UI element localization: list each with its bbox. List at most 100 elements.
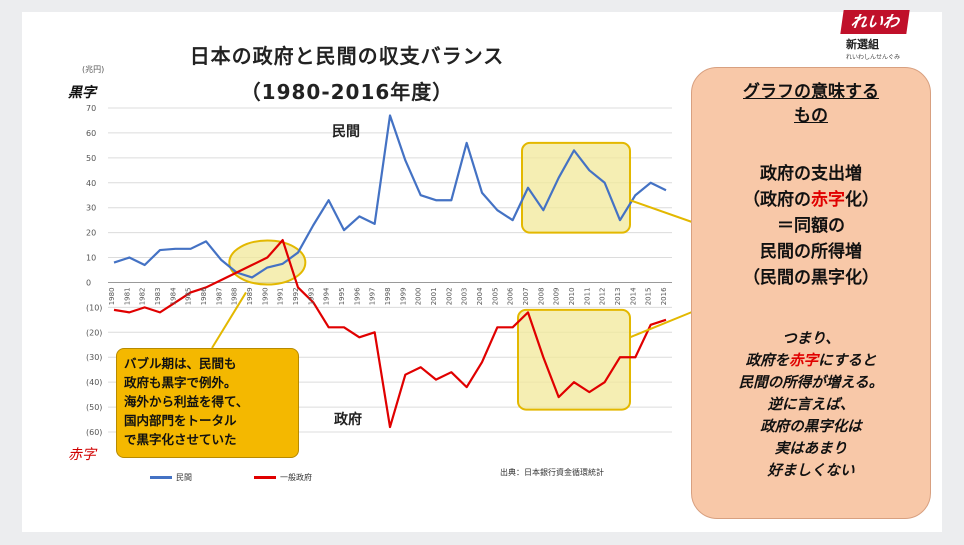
callout-line: 政府も黒字で例外。 bbox=[124, 375, 237, 390]
highlight-box-private bbox=[521, 141, 631, 234]
panel-line: 好ましくない bbox=[767, 463, 855, 479]
y-tick-label: (50) bbox=[86, 403, 102, 412]
y-tick-label: 60 bbox=[86, 129, 96, 138]
x-tick-label: 1986 bbox=[200, 287, 208, 305]
callout-line: で黒字化させていた bbox=[124, 432, 237, 447]
panel-line: 民間の所得が増える。 bbox=[738, 375, 884, 391]
unit-label: (兆円) bbox=[82, 65, 105, 74]
x-tick-label: 1987 bbox=[215, 287, 223, 305]
y-tick-label: (30) bbox=[86, 353, 102, 362]
x-tick-label: 1981 bbox=[123, 287, 131, 305]
panel-block-main: 政府の支出増 （政府の赤字化） ＝同額の 民間の所得増 （民間の黒字化） bbox=[692, 161, 930, 291]
callout-line: 海外から利益を得て、 bbox=[124, 394, 249, 409]
panel-heading-line: グラフの意味する bbox=[743, 82, 879, 102]
panel-text: （政府の bbox=[743, 190, 811, 210]
connector-private bbox=[629, 199, 693, 223]
x-tick-label: 1988 bbox=[231, 287, 239, 305]
y-tick-label: (40) bbox=[86, 378, 102, 387]
x-tick-label: 2004 bbox=[476, 287, 484, 305]
x-tick-label: 1980 bbox=[108, 287, 116, 305]
balance-line-chart: 706050403020100(10)(20)(30)(40)(50)(60)1… bbox=[86, 104, 693, 437]
x-tick-label: 1991 bbox=[277, 287, 285, 305]
x-tick-label: 1997 bbox=[369, 287, 377, 305]
y-tick-label: 0 bbox=[86, 278, 91, 287]
x-tick-label: 2002 bbox=[445, 287, 453, 305]
deficit-label: 赤字 bbox=[68, 447, 96, 463]
x-tick-label: 2005 bbox=[491, 287, 499, 305]
connector-bubble bbox=[211, 291, 247, 349]
y-tick-label: 30 bbox=[86, 204, 96, 213]
logo-sub: 新選組 bbox=[846, 38, 879, 51]
y-tick-label: 10 bbox=[86, 254, 96, 263]
chart-title: 日本の政府と民間の収支バランス bbox=[189, 44, 505, 68]
panel-line: 政府を赤字にすると bbox=[692, 350, 930, 372]
panel-heading-line: もの bbox=[794, 106, 828, 126]
logo-tiny: れいわしんせんぐみ bbox=[846, 54, 901, 61]
legend-item-private: 民間 bbox=[150, 472, 192, 483]
legend-swatch bbox=[254, 476, 276, 479]
panel-line: 民間の所得増 bbox=[760, 242, 862, 262]
explanation-panel: グラフの意味する もの 政府の支出増 （政府の赤字化） ＝同額の 民間の所得増 … bbox=[691, 67, 931, 519]
y-tick-label: (10) bbox=[86, 303, 102, 312]
x-tick-label: 2015 bbox=[645, 287, 653, 305]
panel-line: （民間の黒字化） bbox=[743, 268, 879, 288]
y-tick-label: 70 bbox=[86, 104, 96, 113]
x-tick-label: 1992 bbox=[292, 287, 300, 305]
y-tick-label: 40 bbox=[86, 179, 96, 188]
x-tick-label: 1985 bbox=[185, 287, 193, 305]
x-tick-label: 2013 bbox=[614, 287, 622, 305]
y-tick-label: (20) bbox=[86, 328, 102, 337]
x-tick-label: 2001 bbox=[430, 287, 438, 305]
x-tick-label: 2011 bbox=[583, 287, 591, 305]
panel-line: ＝同額の bbox=[777, 216, 845, 236]
x-tick-label: 2008 bbox=[537, 287, 545, 305]
panel-line: つまり、 bbox=[782, 331, 840, 347]
panel-line: 政府の支出増 bbox=[760, 164, 862, 184]
legend-label: 一般政府 bbox=[280, 473, 312, 482]
series-line-government bbox=[113, 238, 667, 429]
x-tick-label: 2016 bbox=[660, 287, 668, 305]
series-annotation-private: 民間 bbox=[332, 124, 360, 140]
slide: 日本の政府と民間の収支バランス （1980-2016年度） (兆円) 黒字 赤字… bbox=[22, 12, 942, 532]
x-tick-label: 1999 bbox=[399, 287, 407, 305]
panel-heading: グラフの意味する もの bbox=[692, 80, 930, 128]
y-tick-label: 20 bbox=[86, 229, 96, 238]
legend-label: 民間 bbox=[176, 473, 192, 482]
x-tick-label: 1996 bbox=[353, 287, 361, 305]
panel-block-conclusion: つまり、 政府を赤字にすると 民間の所得が増える。 逆に言えば、 政府の黒字化は… bbox=[692, 328, 930, 482]
series-line-private bbox=[113, 114, 667, 279]
x-tick-label: 1982 bbox=[139, 287, 147, 305]
x-tick-label: 2014 bbox=[629, 287, 637, 305]
callout-line: 国内部門をトータル bbox=[124, 413, 237, 428]
x-tick-label: 2012 bbox=[599, 287, 607, 305]
x-tick-label: 2003 bbox=[461, 287, 469, 305]
source-note: 出典：日本銀行資金循環統計 bbox=[500, 468, 604, 477]
panel-line: 実はあまり bbox=[774, 441, 848, 457]
x-tick-label: 1990 bbox=[261, 287, 269, 305]
panel-text-red: 赤字 bbox=[811, 190, 845, 210]
legend-item-government: 一般政府 bbox=[254, 472, 312, 483]
panel-text: 化） bbox=[845, 190, 879, 210]
x-tick-label: 2010 bbox=[568, 287, 576, 305]
connector-government bbox=[629, 311, 693, 339]
x-tick-label: 2000 bbox=[415, 287, 423, 305]
panel-line: 政府の黒字化は bbox=[760, 419, 862, 435]
highlight-box-government bbox=[517, 308, 631, 411]
callout-line: バブル期は、民間も bbox=[124, 356, 237, 371]
x-tick-label: 1998 bbox=[384, 287, 392, 305]
x-tick-label: 1995 bbox=[338, 287, 346, 305]
legend-swatch bbox=[150, 476, 172, 479]
reiwa-logo: れいわ 新選組 れいわしんせんぐみ bbox=[840, 10, 924, 64]
surplus-label: 黒字 bbox=[68, 85, 96, 101]
panel-text: 政府を bbox=[745, 353, 790, 369]
x-tick-label: 1993 bbox=[307, 287, 315, 305]
x-tick-label: 1983 bbox=[154, 287, 162, 305]
x-tick-label: 2006 bbox=[507, 287, 515, 305]
series-annotation-government: 政府 bbox=[334, 411, 362, 428]
x-tick-label: 1989 bbox=[246, 287, 254, 305]
panel-line: （政府の赤字化） bbox=[692, 187, 930, 213]
panel-text-red: 赤字 bbox=[789, 353, 819, 369]
panel-line: 逆に言えば、 bbox=[767, 397, 855, 413]
chart-subtitle: （1980-2016年度） bbox=[240, 80, 454, 104]
x-tick-label: 1994 bbox=[323, 287, 331, 305]
